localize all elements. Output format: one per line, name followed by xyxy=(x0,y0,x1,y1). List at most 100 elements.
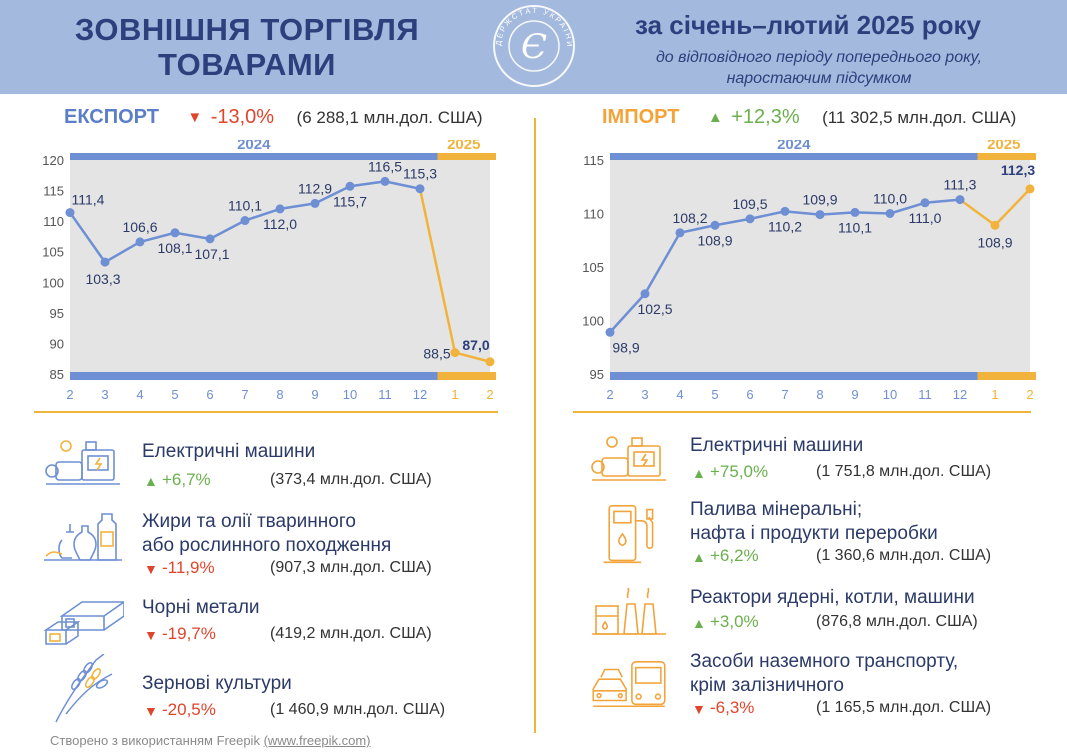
vertical-divider xyxy=(534,118,536,733)
period-subtitle-line2: наростаючим підсумком xyxy=(726,70,912,87)
import-item-name: Палива мінеральні; нафта і продукти пере… xyxy=(690,499,938,544)
import-point xyxy=(850,207,860,217)
export-chart: 2024 2025 85 90 95 100 105 110 115 120 2 3 4 5 6 7 8 9 10 1… xyxy=(42,140,496,402)
export-point xyxy=(135,237,145,247)
import-value-label: 109,9 xyxy=(802,192,837,208)
export-value-label: 108,1 xyxy=(157,240,192,256)
import-year-label-2025: 2025 xyxy=(987,140,1020,153)
export-x-tick: 10 xyxy=(343,387,357,402)
import-item-reactors-machines: Реактори ядерні, котли, машини ▲ +3,0% (… xyxy=(588,584,1048,644)
export-value-label: 115,7 xyxy=(333,193,367,209)
export-value-label: 112,9 xyxy=(298,180,332,196)
import-point xyxy=(885,209,895,218)
export-x-tick: 7 xyxy=(241,387,248,402)
export-point xyxy=(170,228,180,238)
export-point xyxy=(485,357,495,367)
import-summary: ІМПОРТ ▲ +12,3% (11 302,5 млн.дол. США) xyxy=(602,106,1016,132)
import-x-tick: 2 xyxy=(606,387,613,402)
export-band-2025-bottom xyxy=(437,372,496,380)
import-item-name: Засоби наземного транспорту, крім залізн… xyxy=(690,651,959,696)
svg-text:Є: Є xyxy=(521,27,547,67)
export-change: -13,0% xyxy=(210,106,275,128)
import-value-label: 102,5 xyxy=(637,301,672,317)
export-x-tick: 6 xyxy=(206,387,213,402)
export-item-value: (907,3 млн.дол. США) xyxy=(270,559,432,576)
import-band-2025-bottom xyxy=(977,372,1036,380)
import-value-label: 109,5 xyxy=(732,196,767,212)
import-item-value: (1 751,8 млн.дол. США) xyxy=(816,463,992,480)
fuel-pump-icon xyxy=(603,504,654,564)
export-point xyxy=(380,176,390,186)
import-item-electric-machines: Електричні машини ▲ +75,0% (1 751,8 млн.… xyxy=(588,434,1048,494)
import-item-value: (1 165,5 млн.дол. США) xyxy=(816,699,992,716)
import-value-label: 110,2 xyxy=(768,218,802,234)
import-item-change: +75,0% xyxy=(710,462,769,481)
import-year-label-2024: 2024 xyxy=(777,140,811,153)
export-x-tick: 12 xyxy=(413,387,427,402)
import-item-name: Електричні машини xyxy=(690,435,864,456)
export-label: ЕКСПОРТ xyxy=(64,106,159,128)
export-point xyxy=(450,348,460,358)
import-point xyxy=(990,220,1000,230)
period-title: за січень–лютий 2025 року xyxy=(635,10,981,40)
export-summary: ЕКСПОРТ ▼ -13,0% (6 288,1 млн.дол. США) xyxy=(64,106,483,132)
export-y-tick: 115 xyxy=(43,184,64,199)
period-subtitle-line1: до відповідного періоду попереднього рок… xyxy=(655,49,983,66)
triangle-down-icon: ▼ xyxy=(692,701,706,717)
export-y-tick: 110 xyxy=(43,214,64,229)
export-point xyxy=(275,204,285,214)
export-item-electric-machines: Електричні машини ▲ +6,7% (373,4 млн.дол… xyxy=(42,438,502,498)
export-item-fats-oils: Жири та олії тваринного або рослинного п… xyxy=(42,510,502,586)
import-band-2024-bottom xyxy=(610,372,978,380)
export-item-name: Жири та олії тваринного або рослинного п… xyxy=(142,511,392,556)
export-value-label: 107,1 xyxy=(194,246,229,262)
export-item-ferrous-metals: Чорні метали ▼ -19,7% (419,2 млн.дол. СШ… xyxy=(42,596,502,656)
import-item-value: (1 360,6 млн.дол. США) xyxy=(816,547,992,564)
export-year-label-2025: 2025 xyxy=(447,140,480,153)
import-label: ІМПОРТ xyxy=(602,106,680,128)
electric-machine-icon xyxy=(591,436,666,481)
import-item-mineral-fuels: Палива мінеральні; нафта і продукти пере… xyxy=(588,498,1048,574)
export-x-tick: 9 xyxy=(311,387,318,402)
export-x-tick: 3 xyxy=(101,387,108,402)
export-y-tick: 100 xyxy=(42,275,64,290)
electric-machine-icon xyxy=(45,440,120,485)
import-y-tick: 95 xyxy=(590,367,604,382)
power-plant-icon xyxy=(592,587,666,635)
import-x-tick: 7 xyxy=(781,387,788,402)
triangle-up-icon: ▲ xyxy=(692,465,706,481)
export-band-2024-bottom xyxy=(70,372,438,380)
oil-bottles-icon xyxy=(44,513,122,561)
import-value-label: 98,9 xyxy=(612,339,639,355)
import-band-2024-top xyxy=(610,153,978,160)
import-y-tick: 115 xyxy=(583,153,604,168)
metal-beams-icon xyxy=(43,601,124,645)
footer-credit: Створено з використанням Freepik (www.fr… xyxy=(50,733,371,748)
import-point xyxy=(675,228,685,238)
import-x-tick: 2 xyxy=(1026,387,1033,402)
import-x-tick: 5 xyxy=(711,387,718,402)
import-x-tick: 3 xyxy=(641,387,648,402)
export-x-tick: 5 xyxy=(171,387,178,402)
import-value-label: 108,2 xyxy=(672,210,707,226)
freepik-link[interactable]: (www.freepik.com) xyxy=(263,733,371,748)
import-total: (11 302,5 млн.дол. США) xyxy=(822,107,1017,127)
import-point xyxy=(605,327,615,337)
export-year-label-2024: 2024 xyxy=(237,140,271,153)
import-point xyxy=(780,206,790,216)
import-value-label: 108,9 xyxy=(977,234,1012,250)
export-value-label: 111,4 xyxy=(72,192,105,208)
export-value-label: 110,1 xyxy=(228,198,262,214)
wheat-icon xyxy=(55,654,113,723)
import-x-tick: 4 xyxy=(676,387,683,402)
page-title: ЗОВНІШНЯ ТОРГІВЛЯ ТОВАРАМИ xyxy=(52,12,442,82)
import-point xyxy=(920,198,930,208)
header-banner: ЗОВНІШНЯ ТОРГІВЛЯ ТОВАРАМИ ДЕРЖСТАТ УКРА… xyxy=(0,0,1067,94)
import-item-value: (876,8 млн.дол. США) xyxy=(816,613,978,630)
page-title-line2: ТОВАРАМИ xyxy=(158,47,336,82)
triangle-up-icon: ▲ xyxy=(692,615,706,631)
export-value-label: 112,0 xyxy=(263,216,297,232)
period-subtitle: до відповідного періоду попереднього рок… xyxy=(610,47,1028,89)
import-point xyxy=(640,289,650,299)
export-item-change: -20,5% xyxy=(162,700,216,719)
